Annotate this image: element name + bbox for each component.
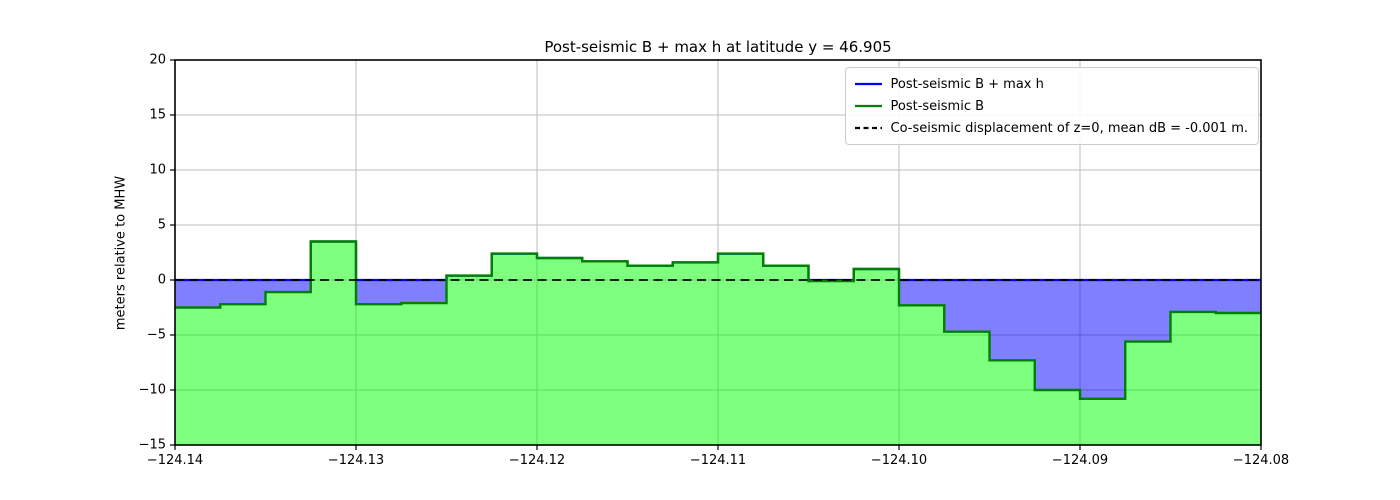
legend: Post-seismic B + max h Post-seismic B Co-s… <box>844 67 1259 145</box>
x-tick-label: −124.13 <box>327 453 385 468</box>
x-tick-label: −124.11 <box>689 453 747 468</box>
legend-line-sample <box>854 82 882 86</box>
post-seismic-b-line <box>175 240 1261 400</box>
legend-entry: Post-seismic B + max h <box>854 75 1249 93</box>
legend-entry: Co-seismic displacement of z=0, mean dB … <box>854 119 1249 137</box>
legend-entry: Post-seismic B <box>854 97 1249 115</box>
legend-label: Post-seismic B <box>890 98 985 114</box>
x-tick-label: −124.08 <box>1232 453 1290 468</box>
y-tick-label: 15 <box>149 107 166 123</box>
y-axis-label: meters relative to MHW <box>113 175 129 331</box>
y-tick-label: −5 <box>146 327 166 343</box>
legend-label: Co-seismic displacement of z=0, mean dB … <box>890 120 1249 136</box>
legend-line-sample <box>854 126 882 130</box>
x-tick-label: −124.10 <box>870 453 928 468</box>
plot-area <box>170 59 1262 450</box>
y-tick-label: 5 <box>157 217 166 233</box>
y-tick-label: −15 <box>138 437 166 453</box>
y-tick-label: 20 <box>149 52 166 68</box>
x-tick-label: −124.09 <box>1051 453 1109 468</box>
y-tick-label: −10 <box>138 382 166 398</box>
legend-line-sample <box>854 104 882 108</box>
chart-title: Post-seismic B + max h at latitude y = 4… <box>544 38 892 56</box>
x-tick-label: −124.14 <box>146 453 204 468</box>
x-tick-label: −124.12 <box>508 453 566 468</box>
y-tick-label: 10 <box>149 162 166 178</box>
legend-label: Post-seismic B + max h <box>890 76 1044 92</box>
y-tick-label: 0 <box>157 272 166 288</box>
